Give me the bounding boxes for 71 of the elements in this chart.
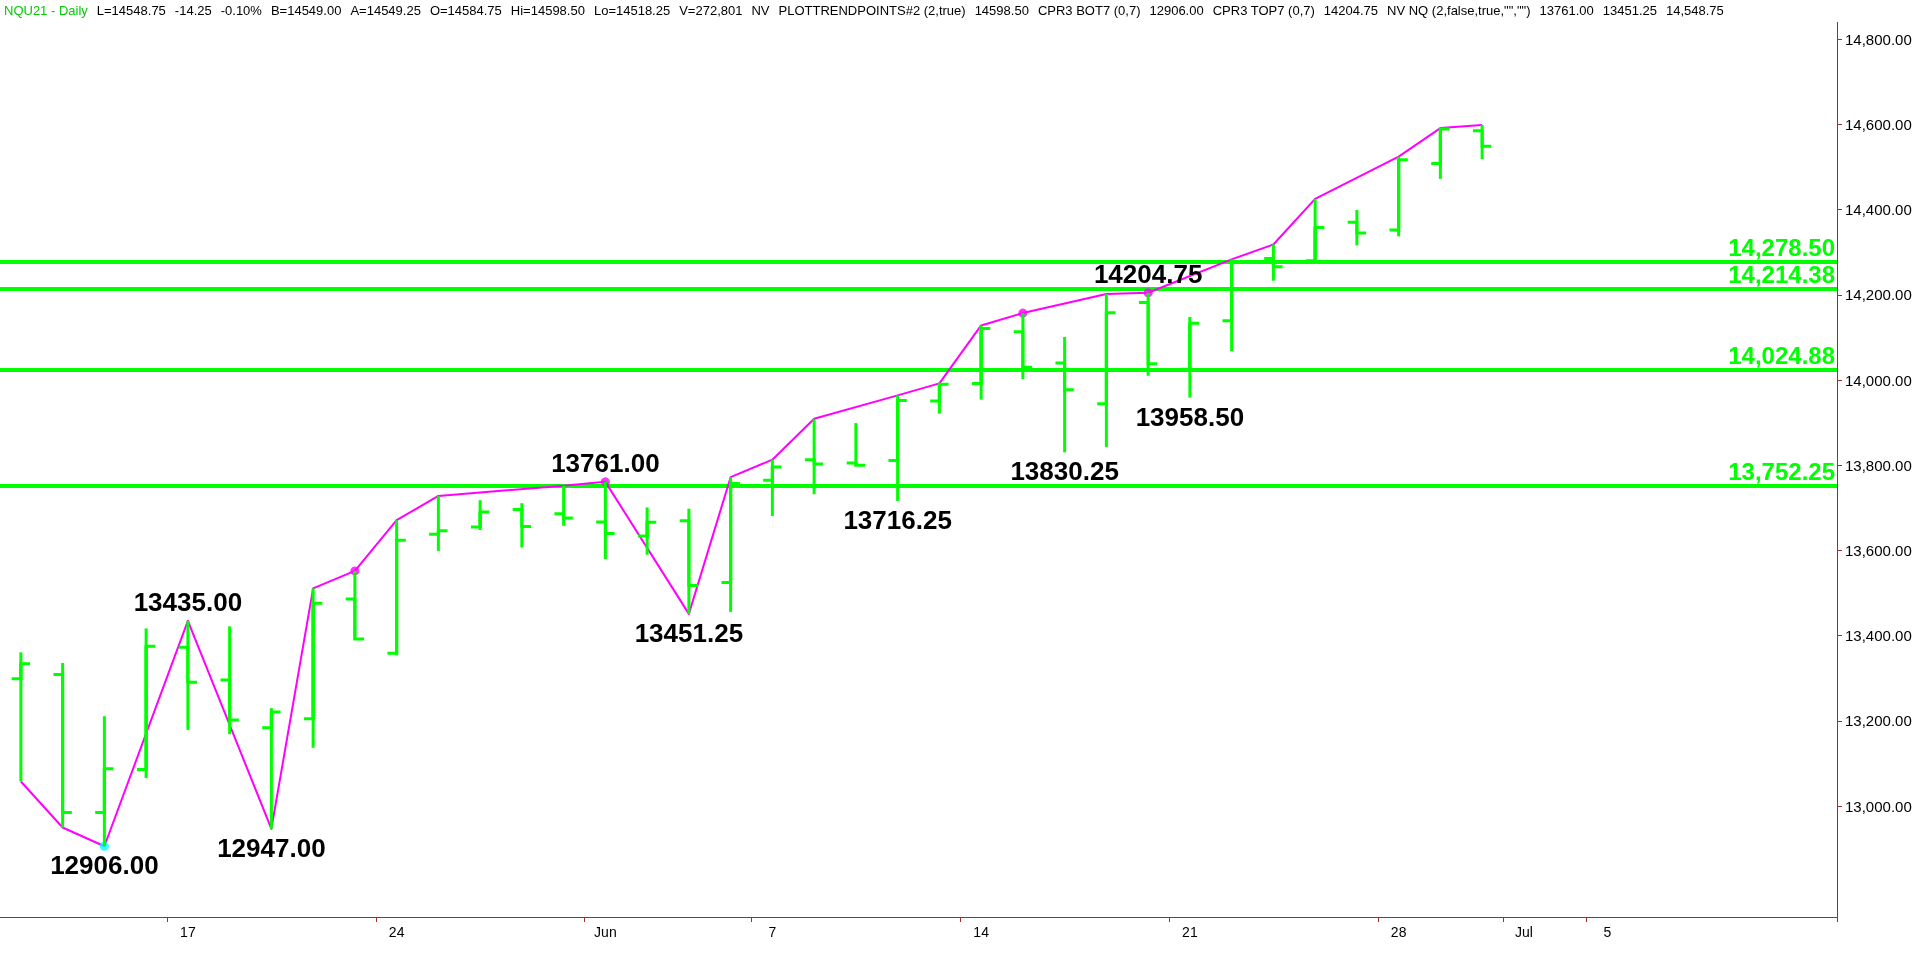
text: L=14548.75 (96, 3, 166, 18)
text: NV (751, 3, 770, 18)
ref-line-label: 14,278.50 (1728, 233, 1835, 261)
text: 12906.00 (1149, 3, 1204, 18)
text: 13958.50 (1135, 401, 1245, 432)
x-tick-label: 14 (973, 924, 990, 940)
candlestick (427, 494, 450, 551)
y-tick-label: 14,600.00 (1845, 115, 1912, 133)
candlestick (678, 508, 700, 614)
text: A=14549.25 (350, 3, 421, 18)
text: 13451.25 (1602, 3, 1657, 18)
candlestick (636, 507, 658, 555)
candlestick (218, 626, 241, 736)
annotation: 13451.25 (634, 617, 744, 648)
candlestick (10, 652, 32, 782)
ref-line-label: 14,024.88 (1728, 341, 1835, 369)
candlestick (1346, 208, 1368, 246)
text: CPR3 TOP7 (0,7) (1212, 3, 1315, 18)
candlestick (1471, 123, 1493, 161)
y-tick-label: 13,200.00 (1845, 712, 1912, 730)
ref-line-label: 13,752.25 (1728, 458, 1835, 486)
text: 13761.00 (1539, 3, 1594, 18)
text: 14598.50 (974, 3, 1029, 18)
candlestick (260, 708, 283, 829)
text: CPR3 BOT7 (0,7) (1037, 3, 1141, 18)
candlestick (302, 588, 324, 748)
text: 13716.25 (843, 504, 952, 535)
candlestick (469, 500, 491, 531)
x-tick-label: 5 (1603, 924, 1612, 940)
text: O=14584.75 (429, 3, 502, 18)
text: PLOTTRENDPOINTS#2 (2,true) (778, 3, 966, 18)
x-tick-label: 28 (1390, 924, 1407, 940)
x-tick-label: 17 (180, 924, 196, 940)
text: -14.25 (174, 3, 212, 18)
text: 13435.00 (133, 586, 243, 617)
x-tick-label: 24 (388, 924, 405, 940)
candlestick (51, 662, 74, 828)
text: 13830.25 (1010, 456, 1119, 487)
candlestick (1429, 127, 1452, 179)
chart-title: NQU21 - Daily (4, 3, 88, 18)
annotation: 12906.00 (50, 850, 159, 881)
y-tick-label: 14,000.00 (1845, 371, 1912, 389)
text: 12947.00 (217, 832, 326, 863)
x-tick-label: 7 (768, 924, 777, 940)
text: NV NQ (2,false,true,"","") (1387, 3, 1531, 18)
y-tick-label: 14,800.00 (1845, 30, 1912, 48)
text: 14,548.75 (1665, 3, 1724, 18)
text: Lo=14518.25 (593, 3, 671, 18)
text: V=272,801 (679, 3, 743, 18)
annotation: 13761.00 (551, 447, 660, 478)
y-tick-label: 13,600.00 (1845, 541, 1912, 559)
candlestick (511, 503, 533, 548)
candlestick (177, 619, 199, 730)
ref-line-label: 14,214.38 (1728, 261, 1835, 289)
y-tick-label: 13,000.00 (1845, 797, 1912, 815)
annotation: 14204.75 (1093, 258, 1203, 289)
text: 14204.75 (1323, 3, 1379, 18)
candlestick (928, 382, 951, 414)
y-tick-label: 14,200.00 (1845, 286, 1912, 304)
text: Hi=14598.50 (510, 3, 585, 18)
text: B=14549.00 (270, 3, 342, 18)
y-tick-label: 13,800.00 (1845, 456, 1912, 474)
text: -0.10% (220, 3, 262, 18)
candlestick (135, 628, 157, 780)
candlestick (1387, 156, 1410, 237)
x-tick-label: Jul (1514, 924, 1533, 940)
y-tick-label: 13,400.00 (1845, 627, 1912, 645)
candlestick (385, 520, 408, 656)
y-tick-label: 14,400.00 (1845, 201, 1912, 219)
x-tick-label: Jun (594, 924, 617, 940)
x-tick-label: 21 (1182, 924, 1198, 940)
